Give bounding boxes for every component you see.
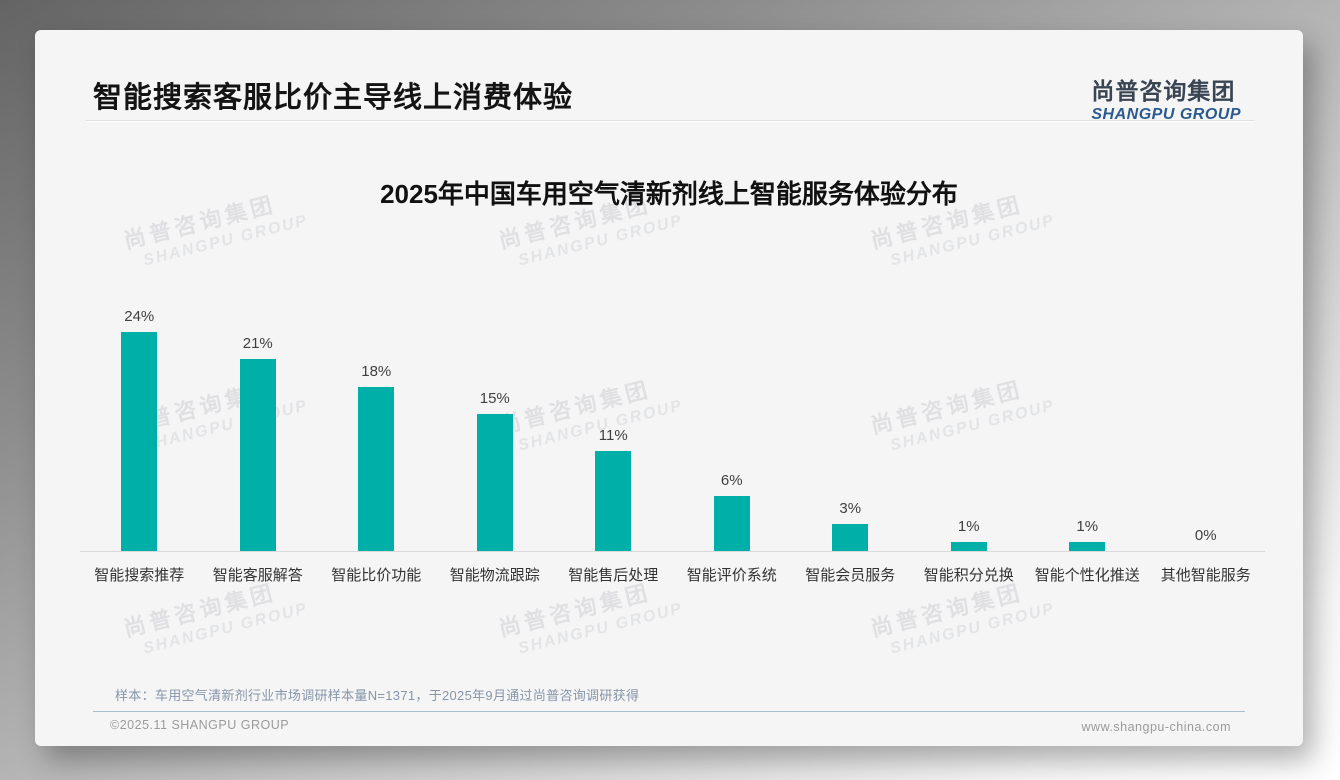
bar-value-label: 1%	[1076, 518, 1099, 535]
bar-value-label: 24%	[124, 308, 155, 325]
x-axis-labels: 智能搜索推荐 智能客服解答 智能比价功能 智能物流跟踪 智能售后处理 智能评价系统 智能会员…	[80, 564, 1265, 585]
x-axis-label: 智能物流跟踪	[449, 567, 540, 584]
bar	[239, 359, 276, 551]
bar-value-label: 21%	[242, 335, 273, 352]
bar-slot: 18%	[317, 302, 436, 551]
footer-website: www.shangpu-china.com	[1081, 720, 1231, 734]
bar-value-label: 1%	[957, 518, 980, 535]
bar	[121, 332, 158, 551]
bar	[358, 387, 395, 551]
footer-copyright: ©2025.11 SHANGPU GROUP	[110, 718, 290, 732]
x-axis-label: 智能比价功能	[331, 567, 422, 584]
logo-en-text: SHANGPU GROUP	[1091, 106, 1241, 123]
watermark-en-text: SHANGPU GROUP	[888, 212, 1057, 270]
bar-slot: 15%	[436, 302, 555, 551]
watermark-en-text: SHANGPU GROUP	[141, 600, 310, 658]
footnote: 样本：车用空气清新剂行业市场调研样本量N=1371，于2025年9月通过尚普咨询…	[115, 688, 640, 703]
bar	[713, 496, 750, 551]
bar-value-label: 6%	[720, 472, 743, 489]
bar-slot: 3%	[791, 302, 910, 551]
bar-value-label: 11%	[598, 427, 628, 444]
bar-value-label: 3%	[839, 500, 862, 517]
bar-value-label: 18%	[361, 363, 392, 380]
bar-value-label: 15%	[479, 390, 510, 407]
x-axis-label: 智能客服解答	[212, 567, 303, 584]
x-axis-label: 智能售后处理	[568, 567, 659, 584]
bar-slot: 1%	[1028, 302, 1147, 551]
chart-title: 2025年中国车用空气清新剂线上智能服务体验分布	[380, 179, 958, 209]
bar-slot: 21%	[199, 302, 318, 551]
bar-slot: 6%	[673, 302, 792, 551]
page-title: 智能搜索客服比价主导线上消费体验	[93, 82, 574, 114]
footer-divider	[93, 711, 1245, 712]
x-axis-label: 智能积分兑换	[923, 567, 1014, 584]
bar	[832, 524, 869, 551]
bar-slot: 1%	[910, 302, 1029, 551]
x-axis-label: 智能个性化推送	[1034, 567, 1140, 584]
bar	[476, 414, 513, 551]
watermark-en-text: SHANGPU GROUP	[888, 600, 1057, 658]
bar	[595, 451, 632, 551]
company-logo: 尚普咨询集团 SHANGPU GROUP	[1091, 72, 1241, 124]
watermark-en-text: SHANGPU GROUP	[516, 212, 685, 270]
slide-card: 尚普咨询集团 SHANGPU GROUP 尚普咨询集团 SHANGPU GROUP 尚普…	[35, 30, 1303, 746]
watermark-en-text: SHANGPU GROUP	[516, 600, 685, 658]
bar	[950, 542, 987, 551]
x-axis-label: 其他智能服务	[1160, 567, 1251, 584]
bar-slot: 0%	[1147, 302, 1266, 551]
bar	[1069, 542, 1106, 551]
x-axis-label: 智能会员服务	[805, 567, 896, 584]
x-axis-label: 智能搜索推荐	[94, 567, 185, 584]
bar-slot: 11%	[554, 302, 673, 551]
x-axis-label: 智能评价系统	[686, 567, 777, 584]
watermark-en-text: SHANGPU GROUP	[141, 212, 310, 270]
header-divider	[85, 120, 1255, 121]
logo-cn-text: 尚普咨询集团	[1091, 78, 1236, 104]
bar-value-label: 0%	[1194, 527, 1217, 544]
bar-plot: 24% 21% 18% 15% 11% 6% 3% 1% 1% 0%	[80, 302, 1265, 552]
bar-slot: 24%	[80, 302, 199, 551]
